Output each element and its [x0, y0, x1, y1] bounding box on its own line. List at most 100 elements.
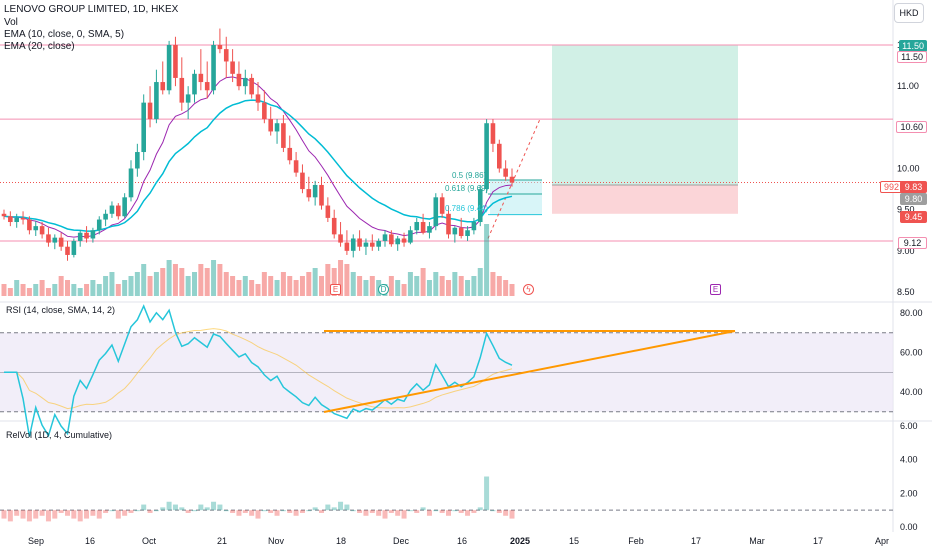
volume-bar [509, 284, 515, 296]
candle-body [319, 184, 324, 206]
candle-body [503, 168, 508, 177]
volume-bar [306, 272, 312, 296]
relvol-bar [496, 510, 502, 513]
candle-body [312, 184, 318, 198]
time-axis-tick: Apr [875, 536, 889, 546]
candle-body [427, 226, 432, 233]
earnings-marker[interactable]: E [330, 284, 341, 295]
rsi-pane: 80.00 60.00 40.00 [0, 304, 923, 438]
long-stop-zone [552, 184, 738, 214]
candle-body [109, 205, 115, 214]
volume-legend[interactable]: Vol [4, 17, 18, 28]
volume-bar [401, 284, 407, 296]
volume-bar [274, 280, 280, 296]
volume-bar [166, 260, 172, 296]
candle-body [338, 234, 343, 243]
candle-body [58, 237, 64, 247]
relvol-bar [122, 510, 128, 516]
candle-body [84, 232, 89, 239]
volume-bar [223, 272, 229, 296]
price-tag-entry: 9.80 [900, 193, 927, 205]
candle-body [154, 82, 159, 120]
relvol-bar [471, 510, 477, 513]
volume-bar [420, 268, 426, 296]
volume-bar [14, 280, 20, 296]
volume-bar [433, 272, 439, 296]
chart-title[interactable]: LENOVO GROUP LIMITED, 1D, HKEX [4, 4, 179, 15]
candle-body [376, 240, 381, 247]
volume-bar [350, 272, 356, 296]
relvol-bar [58, 510, 64, 513]
ema10-legend[interactable]: EMA (10, close, 0, SMA, 5) [4, 29, 125, 40]
volume-bar [388, 276, 394, 296]
relvol-bar [1, 510, 7, 519]
volume-bar [45, 288, 51, 296]
relvol-bar [217, 504, 223, 511]
relvol-bar [45, 510, 51, 522]
relvol-bar [109, 510, 115, 512]
relvol-bar [65, 510, 70, 516]
candle-body [357, 238, 362, 247]
volume-bar [217, 264, 223, 296]
volume-bar [325, 264, 331, 296]
volume-bar [179, 268, 185, 296]
ema20-legend[interactable]: EMA (20, close) [4, 41, 75, 52]
candle-body [300, 172, 305, 190]
candle-body [414, 222, 420, 231]
currency-button[interactable]: HKD [894, 3, 924, 23]
volume-bar [153, 272, 159, 296]
price-tag-top-line: 11.50 [897, 51, 927, 63]
relvol-bar [299, 510, 305, 513]
rsi-support-trendline [323, 330, 736, 413]
candle-body [230, 61, 235, 74]
volume-bar [141, 264, 147, 296]
fib-trend-line [487, 118, 541, 239]
volume-bar [26, 288, 32, 296]
relvol-bar [319, 510, 324, 513]
relvol-bar [268, 510, 274, 513]
candle-body [14, 217, 19, 223]
relvol-bar [388, 510, 394, 513]
rsi-legend[interactable]: RSI (14, close, SMA, 14, 2) [6, 305, 116, 315]
candle-body [331, 217, 337, 235]
time-axis-tick: 18 [336, 536, 346, 546]
candle-body [484, 123, 489, 190]
volume-bar [96, 284, 102, 296]
volume-bar [204, 268, 210, 296]
volume-bar [319, 276, 324, 296]
volume-bar [369, 276, 375, 296]
price-tag-support: 9.12 [898, 237, 927, 249]
relvol-legend[interactable]: RelVol (1D, 4, Cumulative) [6, 430, 113, 440]
candle-body [281, 123, 286, 148]
candle-body [223, 49, 229, 62]
relvol-bar [439, 510, 445, 513]
volume-bar [496, 276, 502, 296]
relvol-bar [426, 510, 432, 516]
volume-bar [357, 276, 363, 296]
volume-bar [7, 288, 13, 296]
earnings-marker-future[interactable]: E [710, 284, 721, 295]
rsi-line [4, 304, 513, 438]
flash-marker[interactable]: ϟ [523, 284, 534, 295]
volume-bar [198, 264, 204, 296]
volume-bar [58, 276, 64, 296]
volume-bar [192, 272, 197, 296]
rsi-axis-tick: 80.00 [900, 308, 923, 318]
volume-bar [452, 272, 458, 296]
relvol-bar [96, 510, 102, 519]
candle-body [306, 189, 312, 198]
relvol-bar [484, 476, 490, 511]
relvol-bar [147, 510, 153, 513]
candle-body [122, 197, 127, 217]
candle-body [90, 230, 96, 239]
candle-body [420, 222, 426, 233]
candle-body [274, 123, 280, 132]
candle-body [46, 234, 51, 243]
candle-body [39, 226, 45, 235]
candle-body [497, 143, 502, 169]
volume-bar [33, 284, 39, 296]
relvol-bar [115, 510, 121, 519]
dividend-marker[interactable]: D [378, 284, 389, 295]
volume-bar [134, 272, 140, 296]
